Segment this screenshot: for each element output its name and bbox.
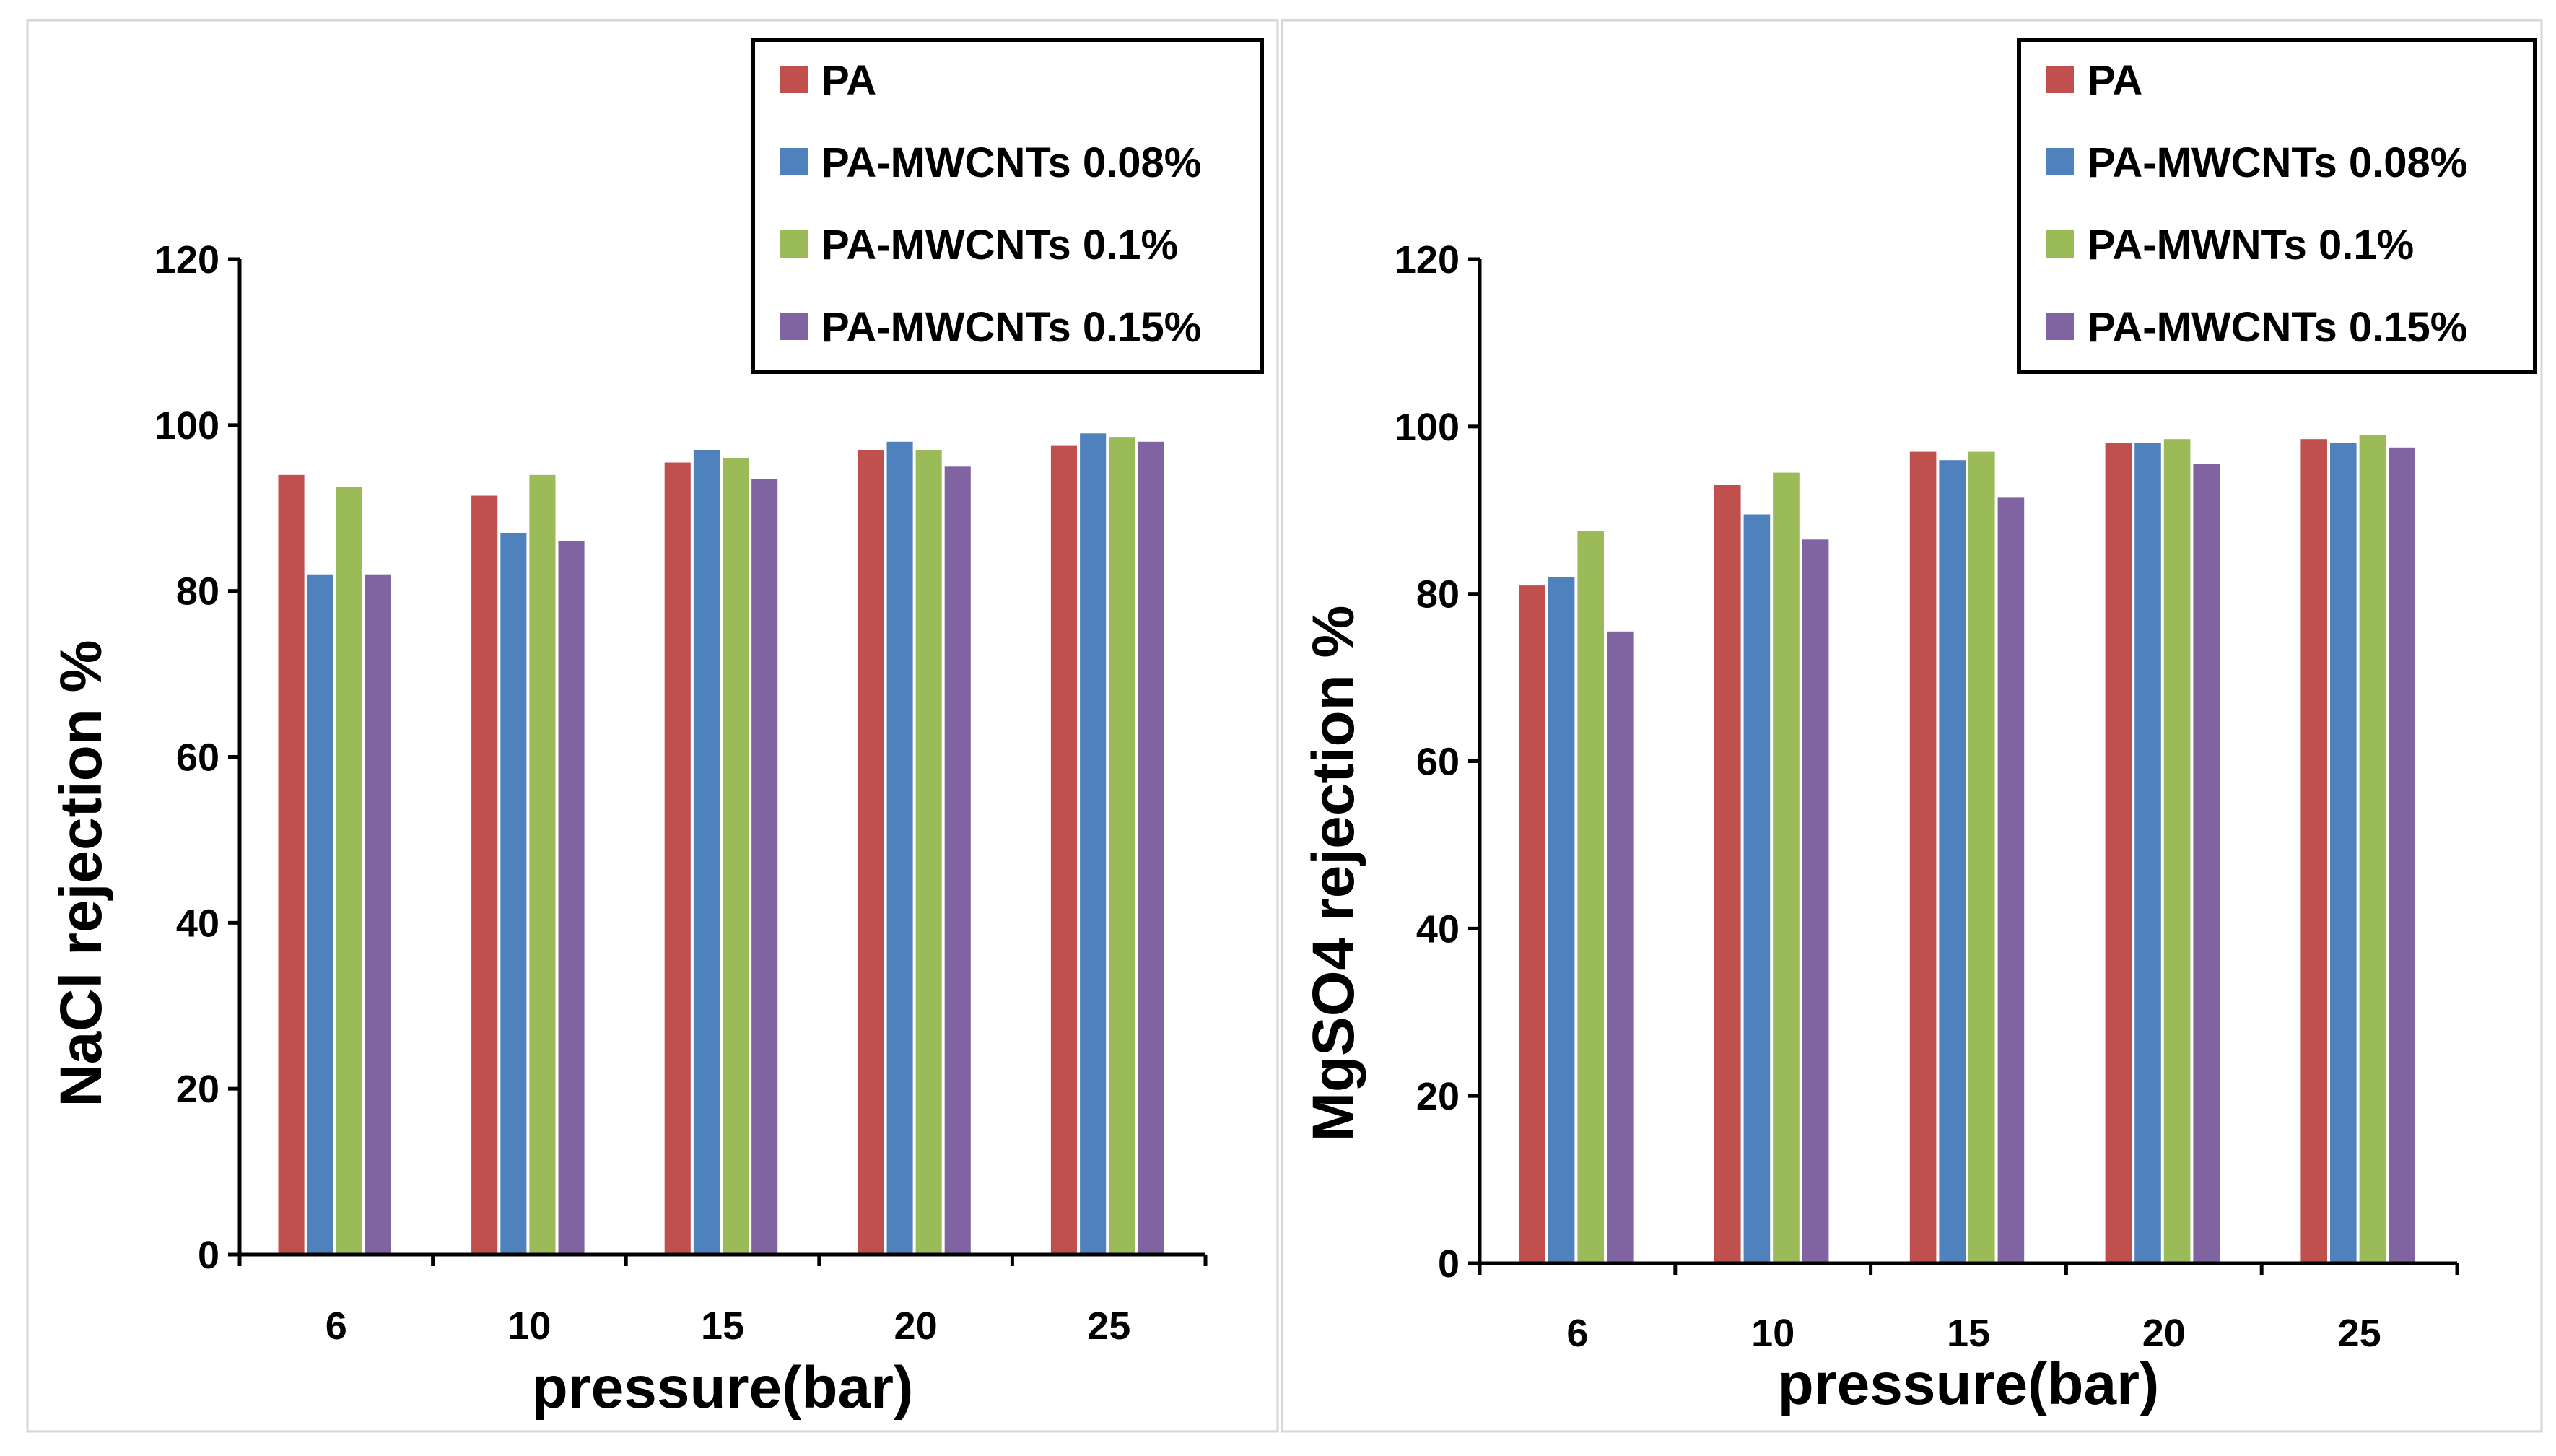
bar [365, 574, 391, 1255]
legend-swatch [2046, 230, 2074, 258]
bar [2330, 443, 2357, 1263]
bar [307, 574, 333, 1255]
bar [1138, 441, 1164, 1255]
x-tick-label: 25 [2338, 1312, 2381, 1355]
y-tick-label: 120 [1395, 238, 1460, 282]
x-tick-label: 25 [1087, 1304, 1130, 1348]
legend-label: PA-MWCNTs 0.08% [2088, 139, 2467, 186]
y-tick-label: 100 [154, 404, 219, 448]
x-axis-title: pressure(bar) [532, 1355, 914, 1421]
bar [471, 495, 498, 1255]
legend-swatch [780, 313, 808, 340]
bar [1109, 437, 1135, 1255]
legend-box [751, 38, 1264, 374]
bar [1997, 497, 2025, 1263]
x-tick-label: 15 [1947, 1312, 1990, 1355]
x-tick-label: 6 [326, 1304, 347, 1348]
bar [1607, 631, 1634, 1263]
bar [1548, 577, 1575, 1263]
legend-label: PA-MWCNTs 0.08% [821, 139, 1201, 186]
legend-swatch [780, 230, 808, 258]
y-tick-label: 80 [1416, 573, 1460, 616]
bar [529, 474, 556, 1255]
bar [2389, 447, 2415, 1263]
x-tick-label: 20 [2142, 1312, 2186, 1355]
legend-label: PA-MWCNTs 0.15% [821, 304, 1201, 351]
y-tick-label: 80 [176, 570, 219, 614]
bar [664, 462, 691, 1255]
legend-swatch [780, 148, 808, 175]
bar [1968, 451, 1995, 1263]
y-tick-label: 60 [1416, 741, 1460, 784]
y-tick-label: 120 [154, 238, 219, 282]
bar [1080, 433, 1107, 1255]
bar [558, 541, 585, 1255]
bar [858, 450, 884, 1255]
bar [2105, 443, 2132, 1263]
bar [751, 479, 778, 1255]
y-tick-label: 40 [176, 902, 219, 945]
chart-panel-nacl: 0 20 40 60 80 100 120 6 10 15 20 25 pressure(bar) NaC… [26, 19, 1279, 1433]
legend-swatch [780, 66, 808, 93]
bar [1714, 485, 1741, 1263]
bar [1802, 539, 1829, 1263]
x-axis-title: pressure(bar) [1778, 1351, 2160, 1417]
bar [2134, 443, 2161, 1263]
bar [1909, 451, 1937, 1263]
legend-label: PA-MWCNTs 0.1% [821, 222, 1178, 269]
y-axis-title: MgSO4 rejection % [1301, 606, 1366, 1142]
y-tick-label: 60 [176, 736, 219, 780]
x-tick-label: 6 [1566, 1312, 1588, 1355]
y-tick-label: 0 [198, 1234, 219, 1277]
bar [944, 466, 971, 1255]
bar [2359, 435, 2386, 1263]
bar [1577, 531, 1604, 1263]
y-tick-label: 20 [176, 1068, 219, 1111]
legend-label: PA-MWCNTs 0.15% [2088, 304, 2467, 351]
bar [1939, 460, 1966, 1264]
bar [278, 474, 305, 1255]
bar [336, 487, 362, 1255]
y-tick-label: 40 [1416, 907, 1460, 951]
legend-label: PA-MWNTs 0.1% [2088, 222, 2414, 269]
bar [723, 458, 749, 1255]
y-axis-title: NaCl rejection % [48, 640, 114, 1107]
bar [2163, 439, 2191, 1264]
bar [886, 441, 913, 1255]
legend-swatch [2046, 66, 2074, 93]
bar [2193, 464, 2220, 1263]
y-tick-label: 20 [1416, 1075, 1460, 1118]
chart-panel-mgso4: 0 20 40 60 80 100 120 6 10 15 20 25 pressure(bar) MgS… [1281, 19, 2543, 1433]
bar [1773, 472, 1800, 1263]
bar [1050, 445, 1077, 1255]
legend-swatch [2046, 148, 2074, 175]
x-tick-label: 10 [507, 1304, 551, 1348]
legend-label: PA [821, 57, 876, 104]
legend-label: PA [2088, 57, 2142, 104]
bar [2300, 439, 2327, 1264]
x-tick-label: 10 [1751, 1312, 1794, 1355]
bar [1519, 585, 1545, 1263]
bar [693, 450, 720, 1255]
y-tick-label: 0 [1438, 1242, 1460, 1286]
x-tick-label: 15 [701, 1304, 744, 1348]
x-tick-label: 20 [894, 1304, 938, 1348]
legend-swatch [2046, 313, 2074, 340]
y-tick-label: 100 [1395, 406, 1460, 449]
bar [500, 533, 527, 1255]
bar [915, 450, 942, 1255]
legend-box [2017, 38, 2537, 374]
bar [1743, 514, 1771, 1263]
